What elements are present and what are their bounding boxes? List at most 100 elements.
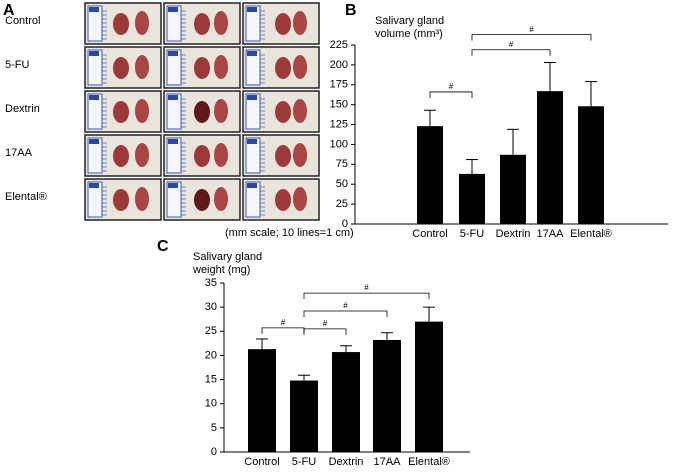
- ruler-cap: [247, 183, 257, 188]
- gland: [135, 187, 149, 211]
- ruler-cap: [89, 95, 99, 100]
- ruler: [87, 181, 103, 218]
- y-tick-label: 0: [211, 446, 217, 458]
- bar: [332, 352, 360, 452]
- significance-label: #: [449, 82, 454, 91]
- ruler-cap: [168, 95, 178, 100]
- y-tick-label: 30: [205, 301, 217, 313]
- y-axis-label: Salivary gland: [375, 15, 444, 27]
- y-tick-label: 20: [205, 349, 217, 361]
- y-tick-label: 175: [330, 79, 348, 91]
- x-tick-label: Control: [412, 228, 447, 240]
- ruler: [245, 5, 261, 42]
- ruler-cap: [247, 51, 257, 56]
- gland: [275, 13, 291, 35]
- y-tick-label: 75: [336, 158, 348, 170]
- gland: [135, 55, 149, 79]
- y-axis-label: weight (mg): [192, 264, 250, 276]
- y-tick-label: 225: [330, 39, 348, 51]
- gland: [293, 143, 307, 167]
- bar: [373, 339, 401, 452]
- ruler: [245, 93, 261, 130]
- gland: [135, 143, 149, 167]
- ruler-cap: [247, 7, 257, 12]
- ruler: [87, 49, 103, 86]
- ruler: [87, 93, 103, 130]
- significance-bracket: [471, 49, 551, 56]
- ruler-cap: [89, 51, 99, 56]
- gland: [113, 101, 129, 123]
- gland: [293, 11, 307, 35]
- gland: [293, 55, 307, 79]
- gland: [214, 55, 228, 79]
- gland: [275, 57, 291, 79]
- x-tick-label: Elental®: [408, 456, 450, 468]
- gland: [113, 189, 129, 211]
- y-tick-label: 25: [205, 325, 217, 337]
- ruler: [166, 5, 182, 42]
- gland: [275, 145, 291, 167]
- gland: [214, 143, 228, 167]
- gland: [194, 145, 210, 167]
- row-label: 5-FU: [5, 59, 30, 71]
- y-tick-label: 25: [336, 198, 348, 210]
- ruler-cap: [247, 95, 257, 100]
- gland: [214, 11, 228, 35]
- ruler-cap: [168, 7, 178, 12]
- y-tick-label: 5: [211, 422, 217, 434]
- significance-bracket: [471, 34, 592, 41]
- ruler: [166, 181, 182, 218]
- gland: [275, 189, 291, 211]
- significance-label: #: [364, 283, 369, 292]
- ruler: [245, 181, 261, 218]
- row-label: 17AA: [5, 147, 33, 159]
- significance-label: #: [323, 319, 328, 328]
- gland: [214, 99, 228, 123]
- gland: [113, 145, 129, 167]
- y-axis-label: Salivary gland: [193, 251, 262, 263]
- ruler: [166, 93, 182, 130]
- x-tick-label: 5-FU: [292, 456, 317, 468]
- gland: [194, 101, 210, 123]
- x-tick-label: Dextrin: [496, 228, 531, 240]
- row-label: Dextrin: [5, 103, 40, 115]
- ruler-cap: [89, 139, 99, 144]
- ruler-cap: [247, 139, 257, 144]
- significance-bracket: [261, 327, 305, 334]
- y-tick-label: 35: [205, 277, 217, 289]
- bar: [290, 380, 318, 452]
- x-tick-label: Dextrin: [329, 456, 364, 468]
- significance-label: #: [529, 25, 534, 34]
- bar: [415, 321, 443, 452]
- ruler: [166, 137, 182, 174]
- y-tick-label: 15: [205, 373, 217, 385]
- panel-label: C: [157, 238, 169, 255]
- gland: [113, 57, 129, 79]
- ruler-cap: [89, 7, 99, 12]
- gland: [214, 187, 228, 211]
- bar: [248, 349, 276, 452]
- gland: [135, 11, 149, 35]
- x-tick-label: 17AA: [537, 228, 565, 240]
- gland: [194, 57, 210, 79]
- bar: [500, 154, 526, 224]
- bar: [417, 126, 443, 224]
- bar: [537, 91, 563, 225]
- bar: [578, 106, 604, 224]
- gland: [275, 101, 291, 123]
- ruler-cap: [168, 183, 178, 188]
- y-axis-label: volume (mm³): [375, 28, 443, 40]
- ruler-cap: [168, 51, 178, 56]
- significance-bracket: [303, 328, 347, 335]
- y-tick-label: 0: [342, 218, 348, 230]
- gland: [293, 99, 307, 123]
- significance-label: #: [509, 40, 514, 49]
- ruler: [245, 137, 261, 174]
- caption: (mm scale; 10 lines=1 cm): [225, 227, 354, 239]
- ruler: [87, 137, 103, 174]
- gland: [113, 13, 129, 35]
- significance-bracket: [303, 310, 388, 318]
- significance-label: #: [281, 318, 286, 327]
- panel-label: B: [345, 2, 357, 19]
- gland: [194, 189, 210, 211]
